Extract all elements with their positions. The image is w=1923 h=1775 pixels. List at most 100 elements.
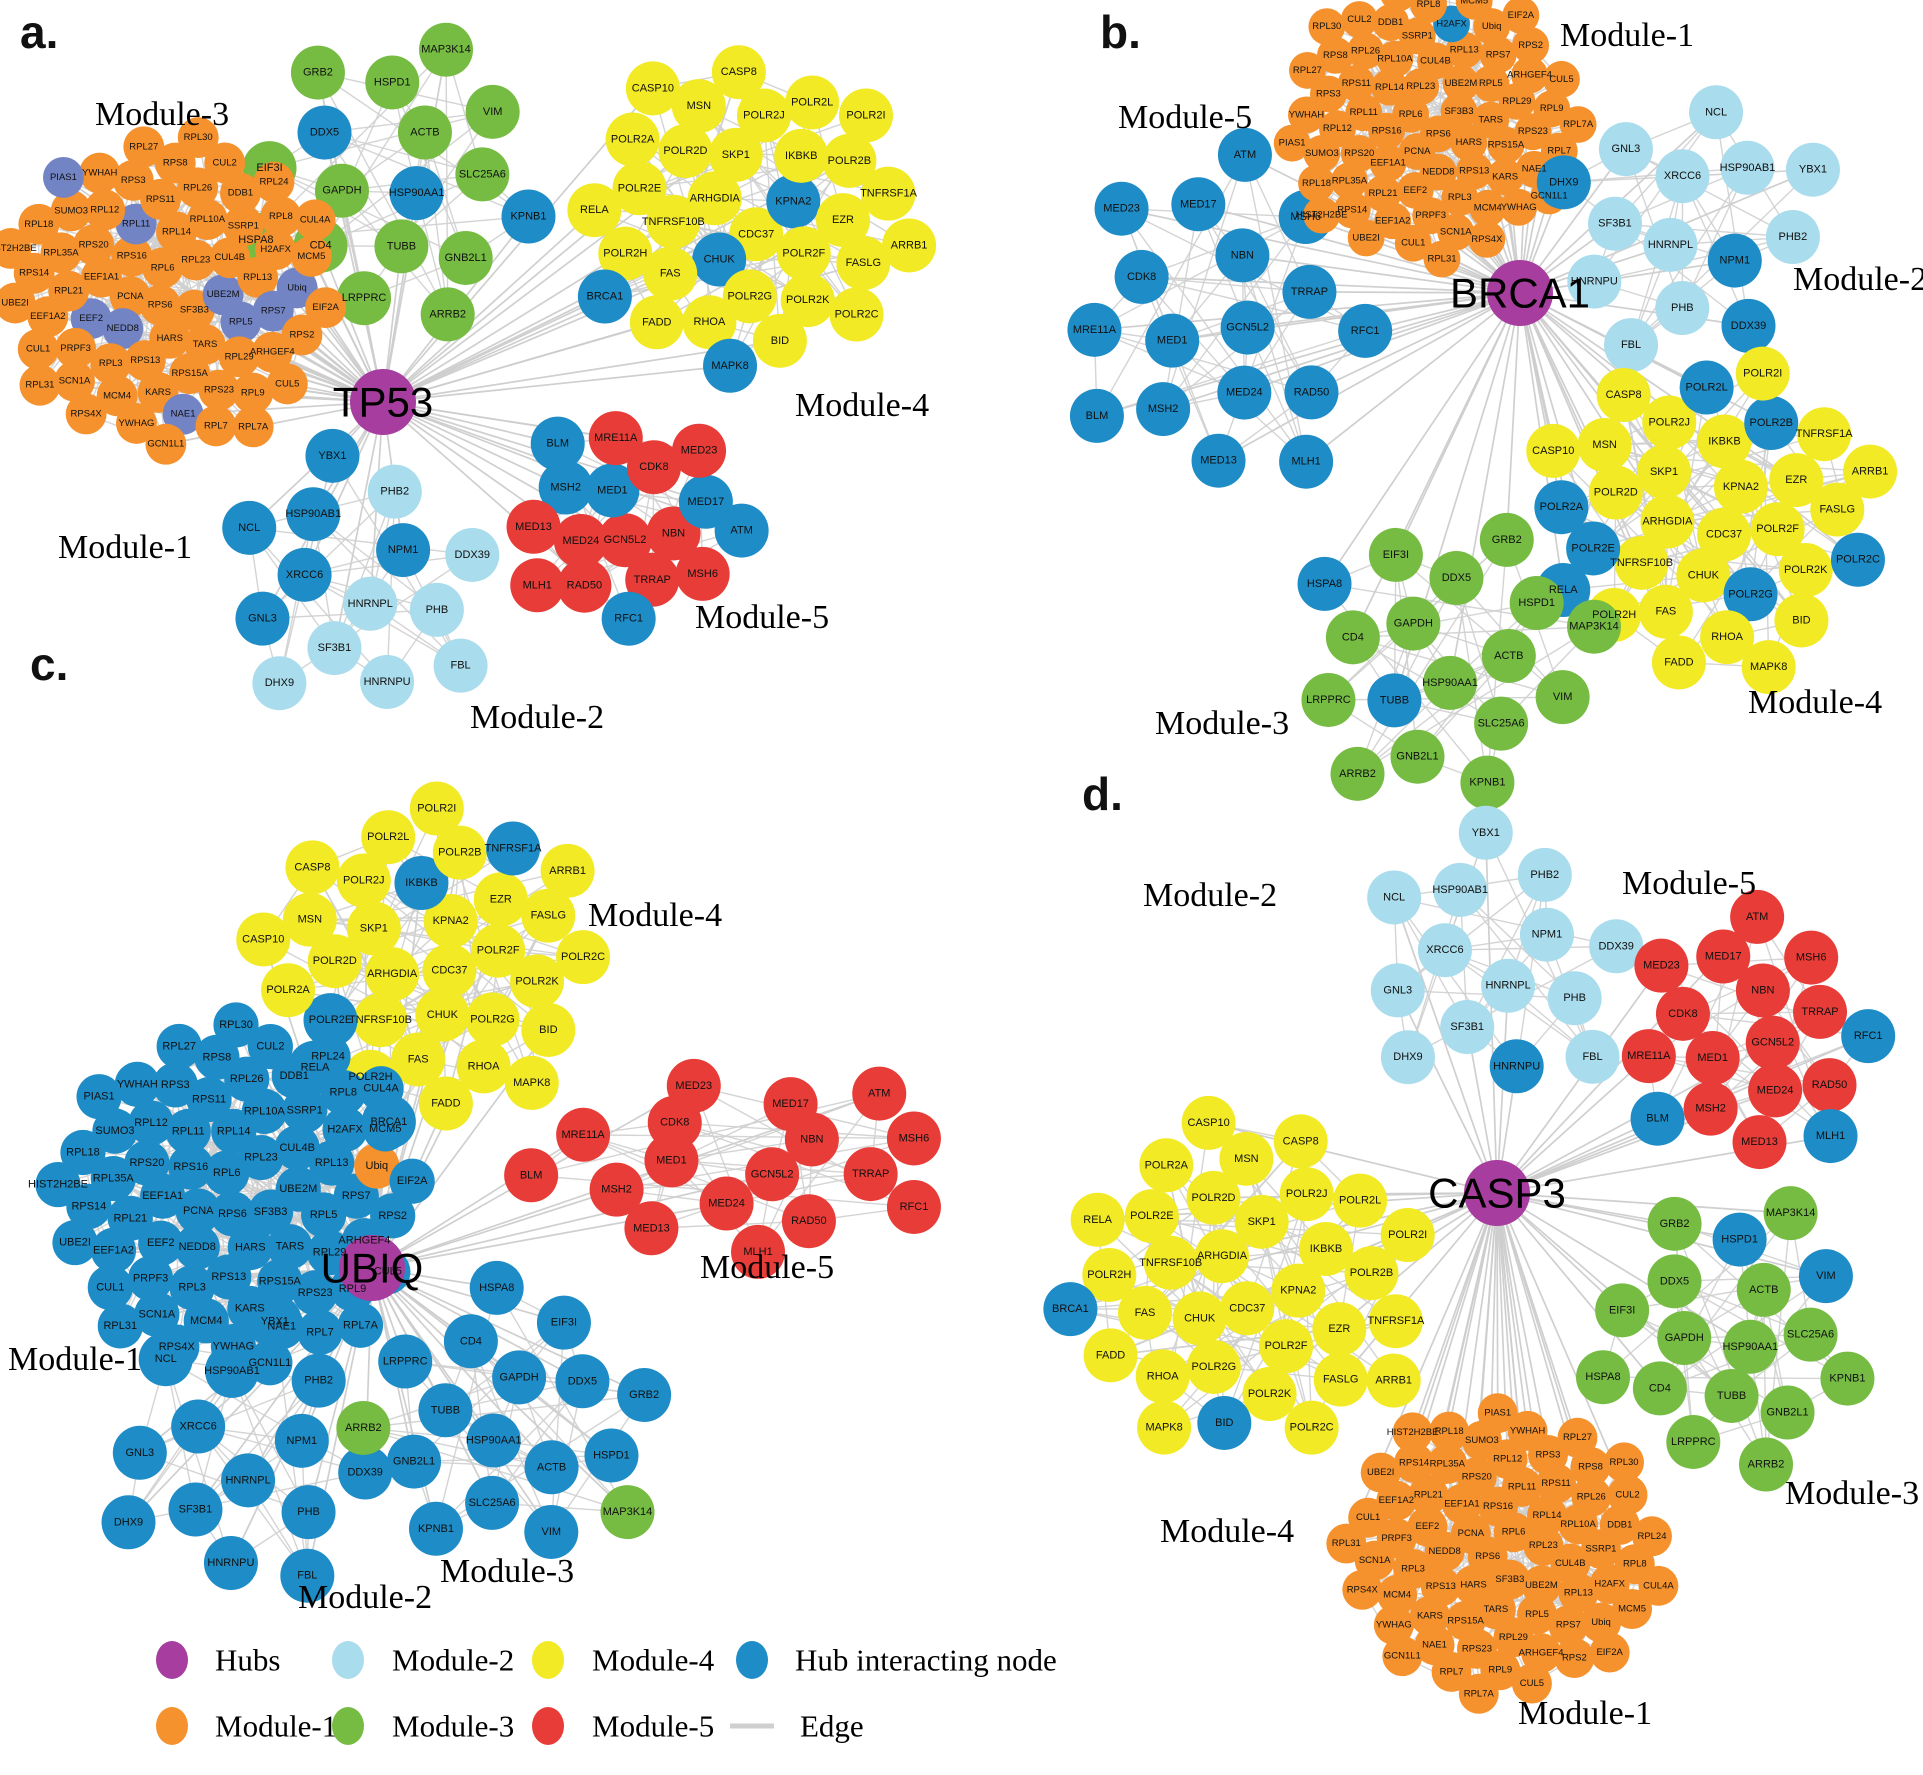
gene-node: [678, 474, 733, 529]
gene-node: [1297, 556, 1352, 611]
module-label: Module-2: [1793, 261, 1923, 298]
gene-label: MED23: [675, 1080, 712, 1092]
gene-label: XRCC6: [286, 569, 323, 581]
gene-label: POLR2H: [603, 248, 647, 260]
gene-node: [1330, 746, 1385, 801]
gene-label: XRCC6: [1664, 170, 1701, 182]
gene-node: [625, 552, 680, 607]
gene-label: ACTB: [410, 127, 439, 139]
gene-label: GCN1L1: [1531, 191, 1568, 202]
gene-label: ARHGDIA: [367, 968, 418, 980]
gene-label: RFC1: [900, 1201, 929, 1213]
gene-node: [1527, 1495, 1567, 1536]
gene-node: [1820, 1351, 1875, 1406]
gene-label: HSP90AA1: [1422, 677, 1478, 689]
gene-label: FAS: [408, 1053, 429, 1065]
gene-node: [112, 1425, 167, 1480]
gene-label: RPL9: [339, 1283, 367, 1295]
gene-label: RPL35A: [93, 1173, 135, 1185]
gene-node: [1735, 346, 1790, 401]
gene-node: [73, 224, 115, 266]
gene-label: CDK8: [660, 1117, 689, 1129]
gene-node: [736, 88, 791, 143]
legend-label: Module-2: [392, 1643, 514, 1678]
gene-node: [510, 558, 565, 613]
gene-node: [253, 161, 295, 203]
hub-edge: [1393, 897, 1498, 1194]
gene-label: RPS3: [1316, 89, 1341, 100]
gene-node: [220, 172, 261, 214]
gene-node: [672, 423, 727, 478]
gene-label: CUL5: [275, 378, 299, 389]
gene-label: RPL35A: [43, 247, 79, 258]
gene-label: LRPPRC: [342, 292, 387, 304]
gene-node: [97, 1303, 143, 1349]
gene-node: [87, 1264, 133, 1311]
hub-edge: [1323, 292, 1521, 585]
gene-label: RFC1: [1854, 1030, 1883, 1042]
gene-label: HSPA8: [1307, 578, 1342, 590]
gene-label: RPL11: [172, 1125, 205, 1137]
gene-label: HNRNPL: [1648, 239, 1693, 251]
gene-label: Ubiq: [287, 282, 307, 293]
gene-label: RELA: [301, 1062, 330, 1074]
legend-label: Module-1: [215, 1709, 337, 1744]
gene-label: RPL10A: [1560, 1519, 1596, 1530]
module-label: Module-3: [95, 96, 229, 133]
gene-node: [886, 1179, 941, 1234]
gene-node: [1172, 1291, 1227, 1346]
gene-node: [682, 295, 737, 350]
gene-node: [780, 273, 835, 328]
gene-label: SUMO3: [1305, 148, 1339, 159]
gene-node: [54, 360, 95, 402]
gene-label: GNL3: [1383, 984, 1412, 996]
gene-node: [209, 1191, 256, 1237]
gene-label: DDX5: [310, 127, 339, 139]
gene-node: [1303, 135, 1341, 172]
gene-label: TNFRSF1A: [1796, 428, 1854, 440]
gene-label: RPS8: [1323, 50, 1348, 61]
edge: [194, 1380, 320, 1511]
gene-label: POLR2I: [417, 803, 456, 815]
gene-label: MSH2: [1148, 403, 1179, 415]
gene-label: CASP8: [721, 66, 757, 78]
gene-label: CUL4A: [363, 1083, 399, 1095]
gene-label: MCM4: [103, 390, 131, 401]
gene-label: MRE11A: [1073, 324, 1117, 336]
gene-label: RPL30: [1312, 21, 1341, 32]
gene-label: SUMO3: [95, 1125, 134, 1137]
gene-label: MLH1: [1816, 1130, 1845, 1142]
gene-label: NPM1: [1532, 929, 1563, 941]
gene-node: [389, 1158, 435, 1204]
gene-label: RPS8: [1578, 1461, 1603, 1472]
gene-label: DHX9: [1393, 1051, 1422, 1063]
gene-label: POLR2J: [343, 875, 385, 887]
gene-label: RELA: [1549, 584, 1578, 596]
gene-node: [465, 84, 520, 139]
gene-node: [418, 1076, 473, 1131]
gene-label: EZR: [1785, 474, 1807, 486]
gene-label: DDX39: [1731, 320, 1766, 332]
hub-edge: [1340, 1192, 1498, 1381]
gene-node: [577, 269, 632, 324]
gene-node: [370, 1193, 416, 1239]
hub-edge: [1397, 990, 1498, 1194]
gene-label: POLR2I: [846, 109, 885, 121]
gene-label: POLR2K: [786, 294, 830, 306]
labels-layer: CDC37 ARHGDIA KPNA2 CHUK SKP1 POLR2F TNFRSF10B…: [8, 638, 929, 1616]
gene-label: MAP3K14: [1766, 1207, 1816, 1219]
edge: [530, 1092, 880, 1176]
gene-node: [1342, 1569, 1383, 1610]
gene-label: DDX39: [455, 549, 490, 561]
gene-label: PHB2: [380, 486, 409, 498]
gene-label: FBL: [450, 660, 470, 672]
gene-label: SCN1A: [59, 376, 91, 387]
gene-label: HNRNPU: [1493, 1060, 1540, 1072]
gene-label: DDB1: [280, 1070, 309, 1082]
gene-label: CUL1: [96, 1282, 124, 1294]
gene-node: [1612, 1589, 1653, 1629]
gene-node: [1279, 1167, 1334, 1222]
gene-label: SSRP1: [228, 220, 259, 231]
gene-label: RPS8: [163, 158, 188, 169]
gene-label: POLR2H: [349, 1071, 393, 1083]
